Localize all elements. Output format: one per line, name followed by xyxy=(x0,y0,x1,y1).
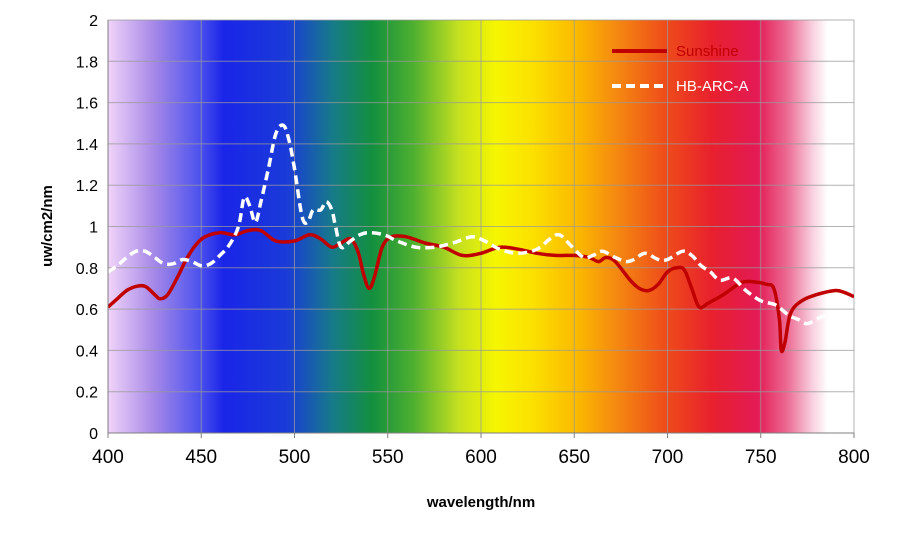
x-tick-label: 650 xyxy=(558,447,590,468)
y-tick-label: 1.6 xyxy=(76,96,98,113)
x-tick-label: 550 xyxy=(372,447,404,468)
y-tick-label: 1.2 xyxy=(76,178,98,195)
y-tick-label: 0 xyxy=(89,426,98,443)
series-line-sunshine xyxy=(108,227,854,354)
y-tick-label: 0.6 xyxy=(76,302,98,319)
legend-label-sunshine: Sunshine xyxy=(676,43,739,60)
series-layer xyxy=(108,123,854,354)
x-tick-label: 400 xyxy=(92,447,124,468)
y-tick-label: 2 xyxy=(89,13,98,30)
x-axis-title: wavelength/nm xyxy=(426,494,535,511)
series-line-hb-arc-a xyxy=(108,123,833,326)
y-axis-title: uw/cm2/nm xyxy=(39,185,56,267)
x-tick-label: 700 xyxy=(652,447,684,468)
x-tick-label: 750 xyxy=(745,447,777,468)
y-tick-label: 1.8 xyxy=(76,54,98,71)
legend-label-hb-arc-a: HB-ARC-A xyxy=(676,78,749,95)
y-tick-label: 0.4 xyxy=(76,343,98,360)
gridlines xyxy=(107,19,855,434)
x-tick-label: 600 xyxy=(465,447,497,468)
y-tick-label: 0.2 xyxy=(76,385,98,402)
x-tick-label: 450 xyxy=(185,447,217,468)
tick-labels: 0 0.2 0.4 0.6 0.8 1 1.2 1.4 1.6 1.8 2 400 450 500 550 6… xyxy=(76,13,870,468)
x-tick-label: 800 xyxy=(838,447,870,468)
y-tick-label: 0.8 xyxy=(76,261,98,278)
x-tick-label: 500 xyxy=(279,447,311,468)
legend: Sunshine HB-ARC-A xyxy=(612,43,749,95)
y-tick-label: 1.4 xyxy=(76,137,98,154)
axes xyxy=(107,20,855,438)
y-tick-label: 1 xyxy=(89,220,98,237)
